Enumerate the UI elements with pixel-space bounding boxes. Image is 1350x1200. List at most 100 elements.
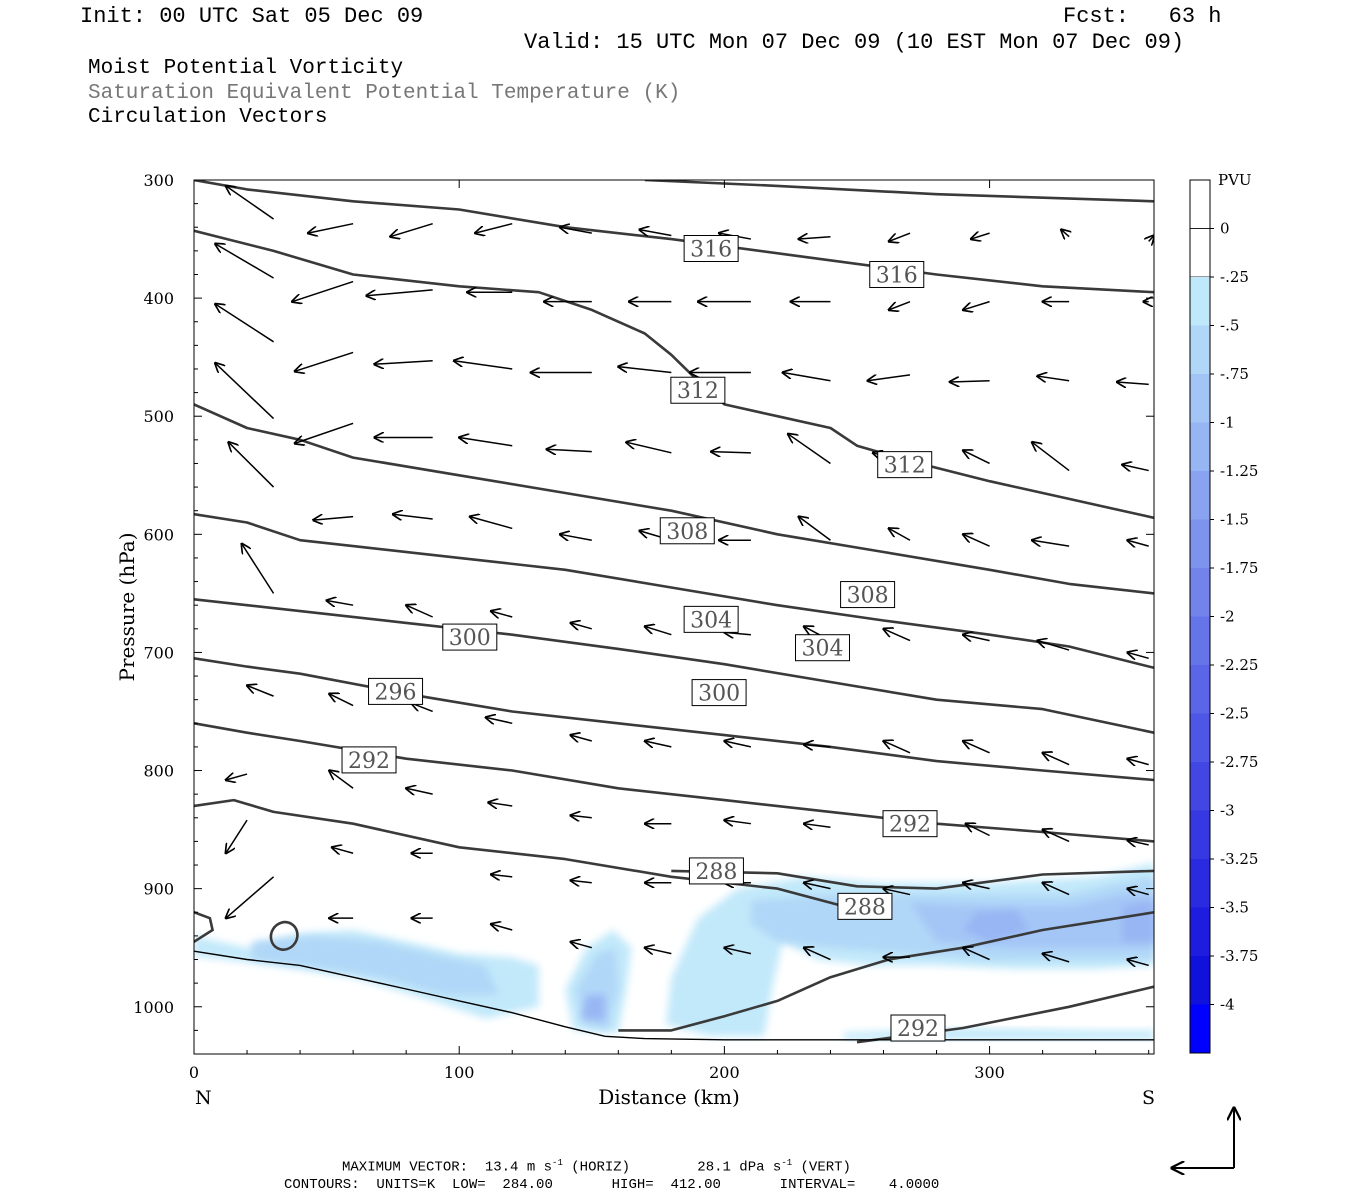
circulation-vector-45: [963, 450, 990, 465]
contour-label-0: 316: [690, 238, 732, 263]
contour-label-6: 304: [690, 608, 732, 633]
field-title-pv: Moist Potential Vorticity: [88, 57, 404, 80]
circulation-vector-0: [226, 186, 274, 220]
circulation-vector-76: [571, 735, 592, 741]
contour-label-11: 292: [348, 749, 390, 774]
circulation-vector-40: [547, 449, 592, 451]
circulation-vector-25: [295, 351, 354, 371]
circulation-vector-32: [868, 374, 911, 381]
circulation-vector-91: [804, 824, 831, 828]
theta-contour-3: [194, 403, 1154, 595]
circulation-vector-69: [963, 635, 990, 641]
circulation-vector-79: [804, 745, 831, 747]
colorbar-box-13: [1190, 810, 1210, 859]
circulation-vector-107: [1127, 889, 1149, 895]
pv-region-4: [252, 935, 499, 995]
reference-vector: [1172, 1108, 1234, 1168]
circulation-vector-7: [799, 237, 831, 239]
terrain-line: [194, 950, 1154, 1041]
colorbar-label-4: -1: [1220, 414, 1235, 432]
circulation-vector-11: [1149, 236, 1154, 242]
colorbar-label-1: -.25: [1220, 268, 1249, 286]
superscript-vert: -1: [781, 1158, 793, 1168]
y-tick-label-3: 600: [143, 525, 174, 544]
colorbar-label-8: -2: [1220, 608, 1235, 626]
contour-label-9: 300: [698, 682, 740, 707]
y-tick-label-7: 1000: [133, 998, 174, 1017]
max-vector-horiz-label: (HORIZ): [571, 1159, 631, 1176]
circulation-vector-13: [292, 280, 354, 302]
circulation-vector-14: [366, 289, 433, 296]
colorbar-label-9: -2.25: [1220, 656, 1258, 674]
theta-contour-1: [644, 180, 1154, 203]
theta-contour-10: [618, 911, 1154, 1032]
circulation-vector-55: [799, 517, 831, 541]
circulation-vector-2: [390, 222, 433, 237]
theta-contour-7: [194, 722, 1154, 843]
contour-label-box-7: [795, 634, 851, 662]
circulation-vector-104: [884, 889, 911, 895]
circulation-vector-80: [884, 741, 911, 754]
circulation-vector-60: [242, 544, 275, 594]
forecast-hour: Fcst: 63 h: [1063, 4, 1222, 29]
theta-contour-closed-small: [269, 920, 299, 951]
circulation-vector-9: [971, 233, 990, 239]
colorbar-label-10: -2.5: [1220, 705, 1249, 723]
colorbar-label-16: -4: [1220, 996, 1235, 1014]
valid-time: Valid: 15 UTC Mon 07 Dec 09 (10 EST Mon …: [524, 30, 1185, 55]
contour-label-box-6: [683, 605, 739, 633]
circulation-vector-57: [963, 534, 990, 547]
theta-contour-2: [194, 229, 1154, 520]
colorbar-box-14: [1190, 859, 1210, 908]
colorbar-box-10: [1190, 665, 1210, 714]
circulation-vector-51: [470, 517, 513, 530]
contour-label-box-2: [670, 376, 726, 404]
contour-info: CONTOURS: UNITS=K LOW= 284.00 HIGH= 412.…: [284, 1177, 940, 1193]
circulation-vector-1: [308, 222, 354, 233]
colorbar-box-17: [1190, 1004, 1210, 1053]
colorbar-box-5: [1190, 422, 1210, 471]
circulation-vector-24: [215, 304, 274, 343]
plot-frame: [193, 179, 1155, 1055]
circulation-vector-118: [1043, 954, 1070, 963]
colorbar-box-1: [1189, 228, 1211, 278]
circulation-vector-64: [571, 623, 592, 629]
circulation-vector-83: [1127, 759, 1149, 765]
circulation-vector-81: [963, 741, 990, 754]
x-tick-label-1: 100: [444, 1063, 475, 1082]
theta-contour-8: [194, 798, 890, 920]
pv-shading: [194, 862, 1154, 1040]
contour-label-14: 288: [695, 860, 737, 885]
contour-label-box-9: [691, 679, 747, 707]
circulation-vector-72: [247, 686, 274, 697]
max-vector-horiz-value: MAXIMUM VECTOR: 13.4 m s: [342, 1159, 553, 1176]
circulation-vector-4: [560, 227, 592, 233]
y-tick-label-2: 500: [143, 407, 174, 426]
colorbar-label-11: -2.75: [1220, 753, 1258, 771]
colorbar-box-16: [1190, 956, 1210, 1005]
circulation-vector-112: [571, 942, 592, 948]
colorbar-box-9: [1190, 616, 1210, 665]
circulation-vector-111: [491, 924, 513, 930]
y-tick-label-5: 800: [143, 762, 174, 781]
contour-label-box-11: [341, 746, 397, 774]
circulation-vector-41: [626, 442, 672, 454]
max-vector-line: MAXIMUM VECTOR: 13.4 m s -1 (HORIZ) 28.1 …: [342, 1158, 851, 1176]
circulation-vector-99: [491, 874, 513, 876]
contour-label-box-12: [882, 810, 938, 838]
circulation-vector-46: [1032, 442, 1070, 472]
x-tick-label-2: 200: [709, 1063, 740, 1082]
max-vector-vert-value: 28.1 dPa s: [697, 1159, 782, 1176]
colorbar-label-14: -3.5: [1220, 899, 1249, 917]
theta-contour-6: [194, 657, 1154, 782]
circulation-vector-27: [454, 361, 513, 370]
y-tick-label-4: 700: [143, 643, 174, 662]
theta-contour-0: [194, 180, 1154, 294]
y-axis-label: Pressure (hPa): [115, 533, 139, 682]
x-tick-label-3: 300: [974, 1063, 1005, 1082]
contour-label-box-10: [368, 677, 424, 705]
circulation-vector-62: [406, 605, 433, 618]
contour-label-box-3: [877, 451, 933, 479]
circulation-vector-3: [475, 222, 513, 233]
